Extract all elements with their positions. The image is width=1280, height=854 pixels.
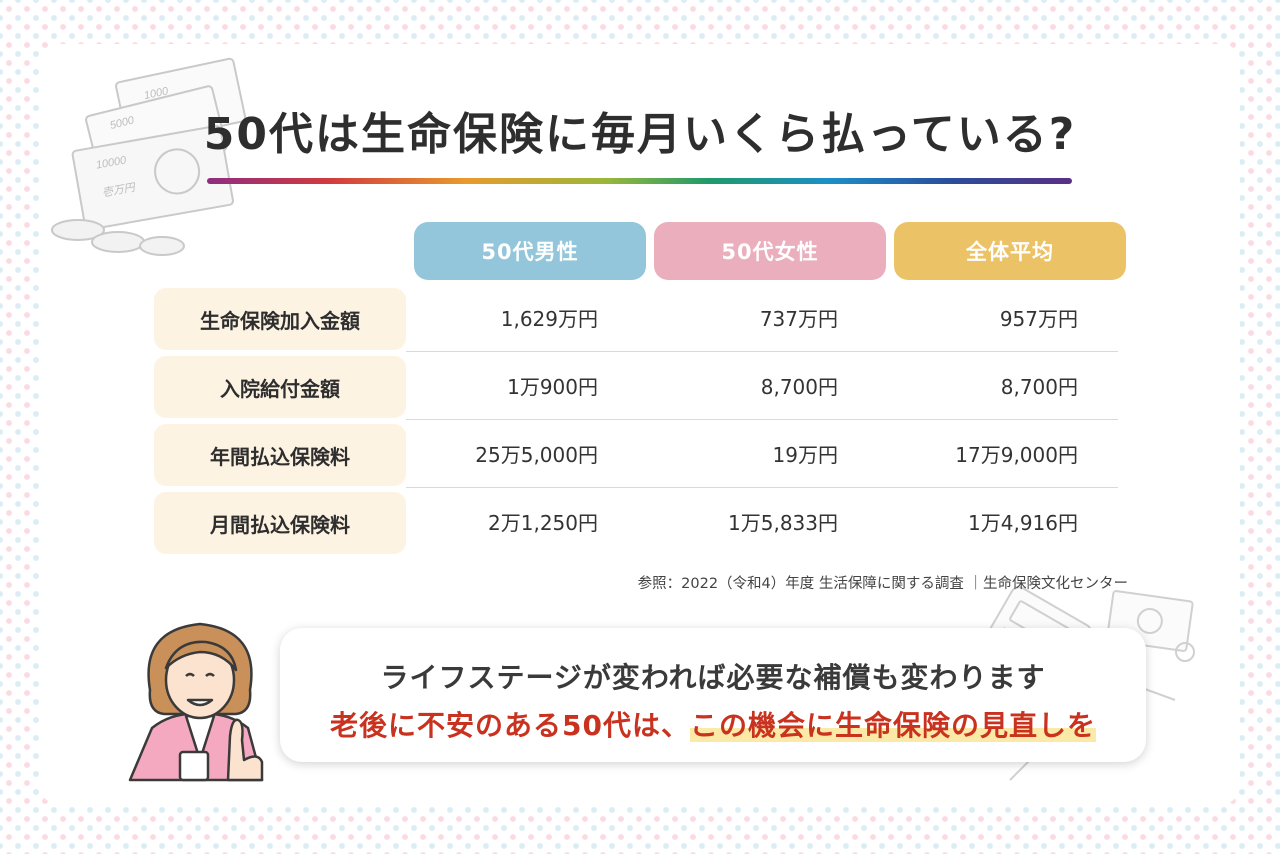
table-cell: 1万5,833円 [728, 511, 838, 535]
row-header-hospital-benefit: 入院給付金額 [154, 356, 406, 418]
deco-bill-1000: 1000 [143, 85, 170, 102]
table-cell: 8,700円 [760, 375, 838, 399]
table-cell: 17万9,000円 [955, 443, 1078, 467]
deco-bill-ichiman: 壱万円 [101, 181, 138, 200]
title-rainbow-underline [207, 178, 1072, 184]
message-line-2: 老後に不安のある50代は、この機会に生命保険の見直しを [280, 704, 1146, 744]
speech-bubble-pointer [262, 694, 282, 720]
money-illustration [51, 57, 247, 256]
page-title: 50代は生命保険に毎月いくら払っている? [203, 109, 1077, 160]
column-header-overall-average: 全体平均 [894, 222, 1126, 280]
table-cell: 1,629万円 [500, 307, 598, 331]
table-cell: 19万円 [772, 443, 838, 467]
row-header-monthly-premium: 月間払込保険料 [154, 492, 406, 554]
table-cell: 957万円 [999, 307, 1078, 331]
row-divider [406, 351, 1118, 352]
row-divider [406, 419, 1118, 420]
message-red-text: 老後に不安のある50代は、 [330, 709, 690, 742]
deco-bill-5000: 5000 [109, 114, 137, 132]
table-cell: 1万900円 [507, 375, 598, 399]
woman-avatar-illustration [128, 622, 264, 782]
table-cell: 2万1,250円 [488, 511, 598, 535]
column-header-male-50s: 50代男性 [414, 222, 646, 280]
table-cell: 8,700円 [1000, 375, 1078, 399]
column-header-female-50s: 50代女性 [654, 222, 886, 280]
row-divider [406, 487, 1118, 488]
message-line-1: ライフステージが変われば必要な補償も変わります [380, 661, 1046, 694]
table-cell: 25万5,000円 [475, 443, 598, 467]
message-highlight-text: この機会に生命保険の見直しを [689, 709, 1096, 742]
source-note: 参照：2022（令和4）年度 生活保障に関する調査 ｜生命保険文化センター [637, 576, 1128, 592]
table-cell: 1万4,916円 [968, 511, 1078, 535]
table-cell: 737万円 [759, 307, 838, 331]
row-header-coverage-amount: 生命保険加入金額 [154, 288, 406, 350]
row-header-annual-premium: 年間払込保険料 [154, 424, 406, 486]
deco-bill-10000: 10000 [95, 154, 128, 171]
speech-bubble: ライフステージが変われば必要な補償も変わります 老後に不安のある50代は、この機… [280, 628, 1146, 762]
